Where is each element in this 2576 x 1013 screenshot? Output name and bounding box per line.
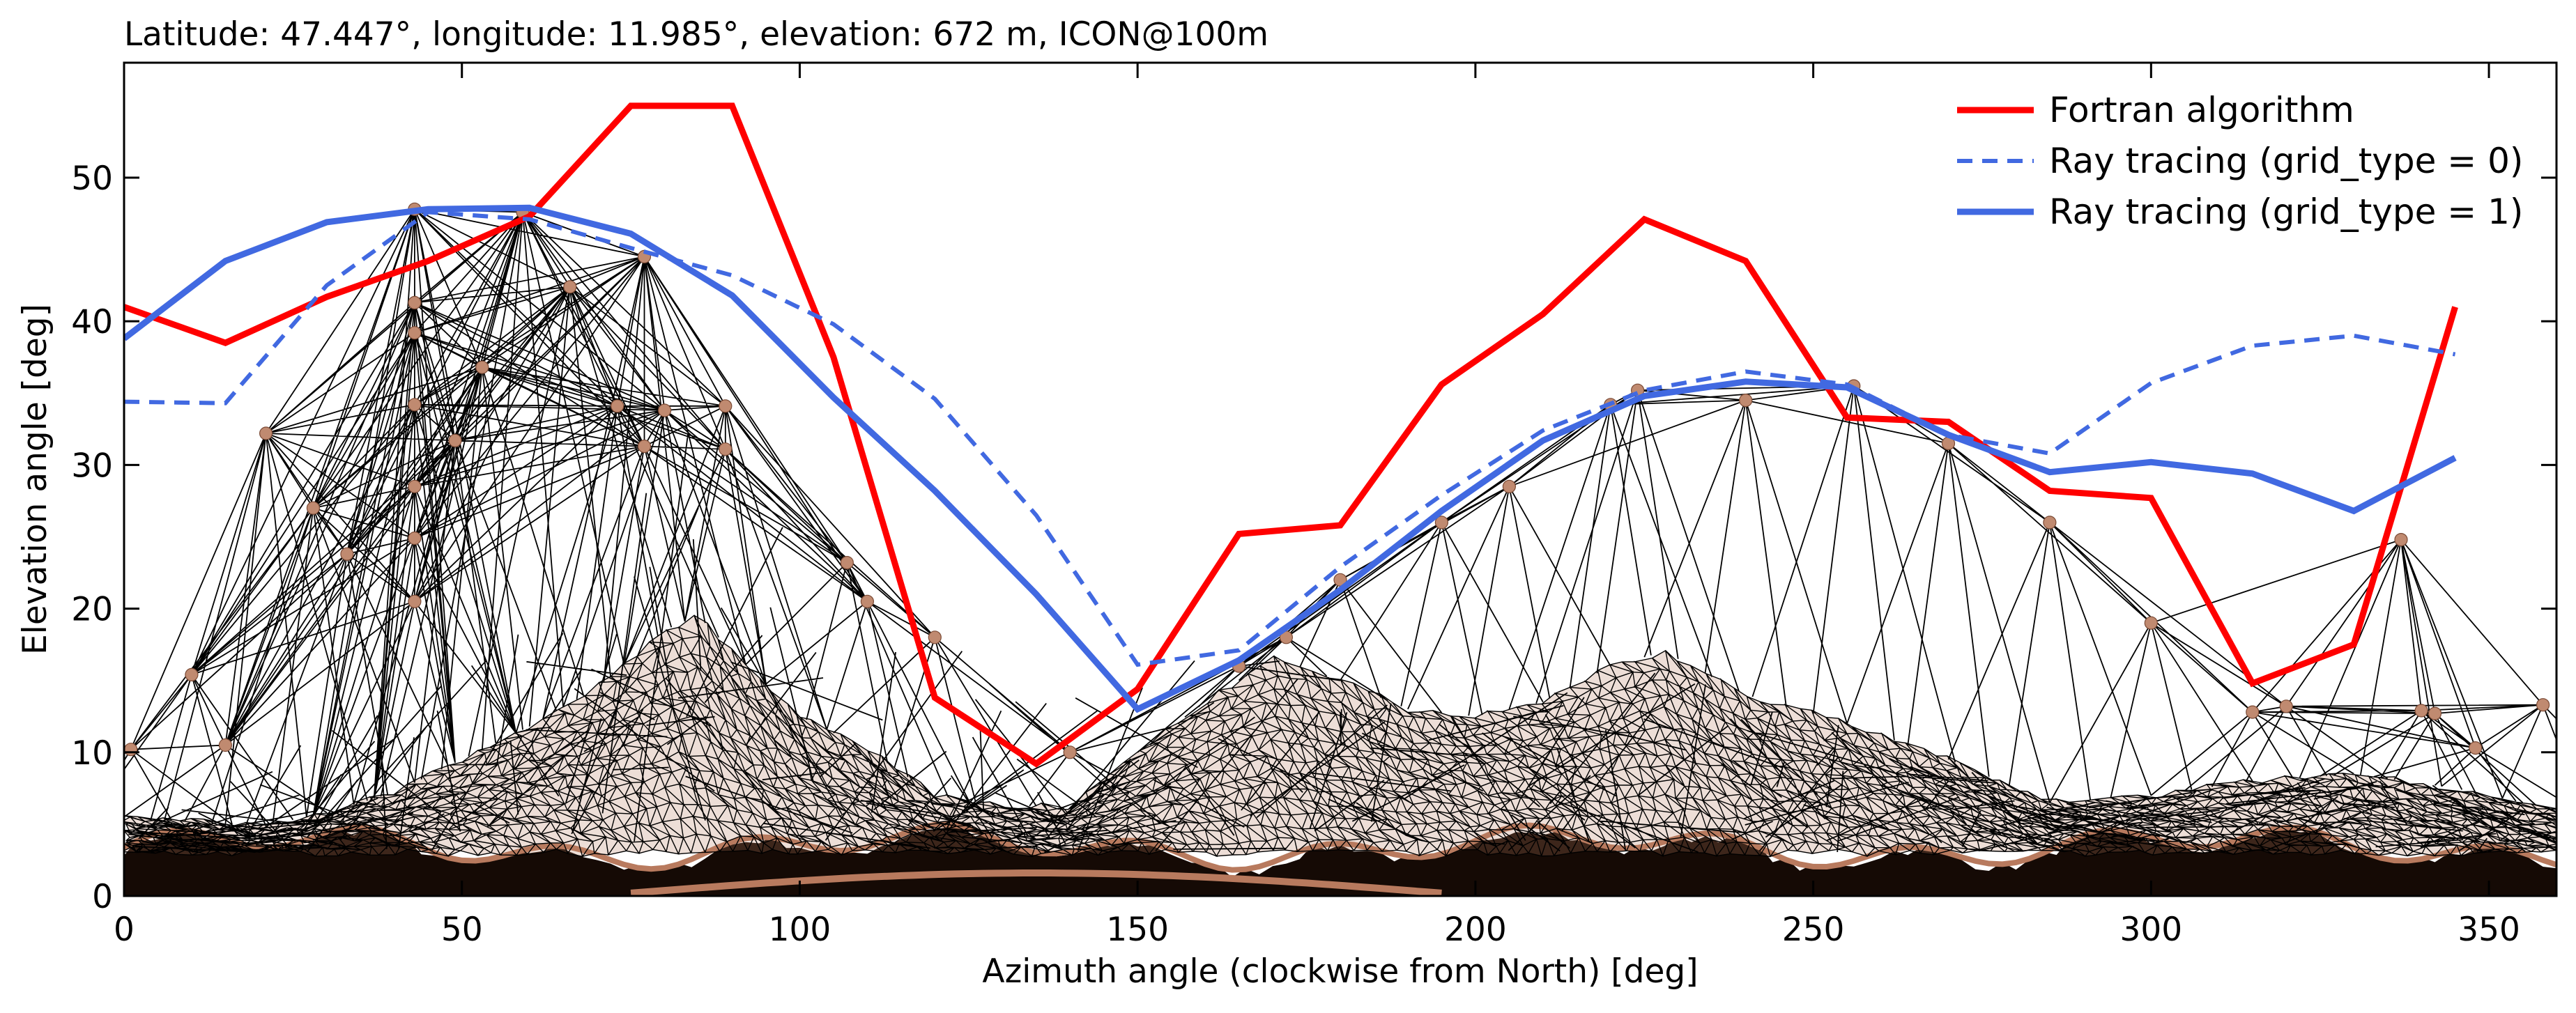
terrain-vertex: [306, 501, 320, 515]
y-tick-label: 50: [71, 160, 113, 198]
terrain-vertex: [1502, 479, 1516, 493]
series-line-2: [124, 204, 2457, 713]
y-axis-title: Elevation angle [deg]: [16, 304, 54, 655]
x-tick-label: 350: [2458, 911, 2520, 949]
terrain-vertex: [840, 555, 854, 570]
terrain-vertex: [259, 426, 273, 440]
terrain-foreground-edge: [124, 821, 2556, 873]
terrain-vertex: [185, 667, 199, 682]
terrain-valley-edge: [630, 869, 1442, 896]
terrain-vertex: [408, 398, 422, 412]
terrain-base: [124, 826, 2556, 896]
terrain-vertex: [408, 531, 422, 546]
terrain-vertex: [448, 433, 462, 447]
y-tick-label: 40: [71, 303, 113, 341]
y-tick-label: 20: [71, 591, 113, 629]
terrain-vertex: [408, 594, 422, 608]
terrain-vertex: [611, 399, 624, 413]
x-axis-title: Azimuth angle (clockwise from North) [de…: [982, 952, 1698, 991]
terrain-vertex: [2394, 532, 2408, 547]
terrain-vertex: [719, 399, 733, 413]
terrain-vertex: [408, 479, 422, 493]
terrain-vertex: [408, 326, 422, 340]
legend-label-1: Ray tracing (grid_type = 0): [2049, 141, 2523, 181]
y-axis: 0 10 20 30 40 50: [71, 160, 2556, 916]
terrain-vertex: [408, 295, 422, 309]
plot-title: Latitude: 47.447°, longitude: 11.985°, e…: [124, 15, 1268, 54]
terrain-vertex: [2428, 706, 2442, 720]
y-tick-label: 30: [71, 447, 113, 485]
terrain-vertex: [2414, 704, 2428, 718]
y-tick-label: 0: [92, 878, 113, 916]
y-tick-label: 10: [71, 734, 113, 773]
terrain-vertex: [2246, 705, 2260, 719]
terrain-vertex: [1063, 745, 1077, 759]
terrain-vertex: [1434, 516, 1448, 529]
x-tick-label: 0: [114, 911, 135, 949]
series-line-1: [124, 210, 2456, 667]
plot-frame: [123, 61, 2558, 897]
terrain-vertex: [657, 403, 672, 417]
terrain-vertex: [928, 631, 942, 644]
legend-label-0: Fortran algorithm: [2049, 90, 2354, 130]
terrain-vertex: [124, 743, 138, 757]
legend: Fortran algorithm Ray tracing (grid_type …: [1957, 90, 2523, 232]
terrain-vertex: [1739, 393, 1753, 408]
series-line-0: [124, 102, 2458, 768]
terrain-mesh: [124, 202, 2556, 896]
x-tick-label: 300: [2119, 911, 2182, 949]
legend-label-2: Ray tracing (grid_type = 1): [2049, 192, 2523, 232]
terrain-vertex: [2469, 741, 2483, 755]
x-tick-label: 250: [1782, 911, 1845, 949]
terrain-vertex: [2536, 698, 2550, 712]
x-axis: 0 50 100 150 200 250 300 350: [114, 63, 2520, 949]
terrain-vertex: [2043, 516, 2057, 529]
terrain-vertex: [340, 547, 354, 561]
series-lines: [124, 102, 2458, 768]
terrain-vertex: [563, 280, 577, 294]
x-tick-label: 200: [1444, 911, 1507, 949]
terrain-vertex: [719, 442, 733, 456]
terrain-vertex: [2144, 616, 2158, 630]
x-tick-label: 150: [1106, 911, 1169, 949]
terrain-vertex: [860, 594, 875, 608]
terrain-vertex: [637, 439, 652, 454]
terrain-vertex: [475, 360, 489, 374]
terrain-vertex: [2279, 699, 2293, 713]
terrain-vertex: [218, 738, 232, 752]
x-tick-label: 100: [769, 911, 831, 949]
x-tick-label: 50: [441, 911, 483, 949]
